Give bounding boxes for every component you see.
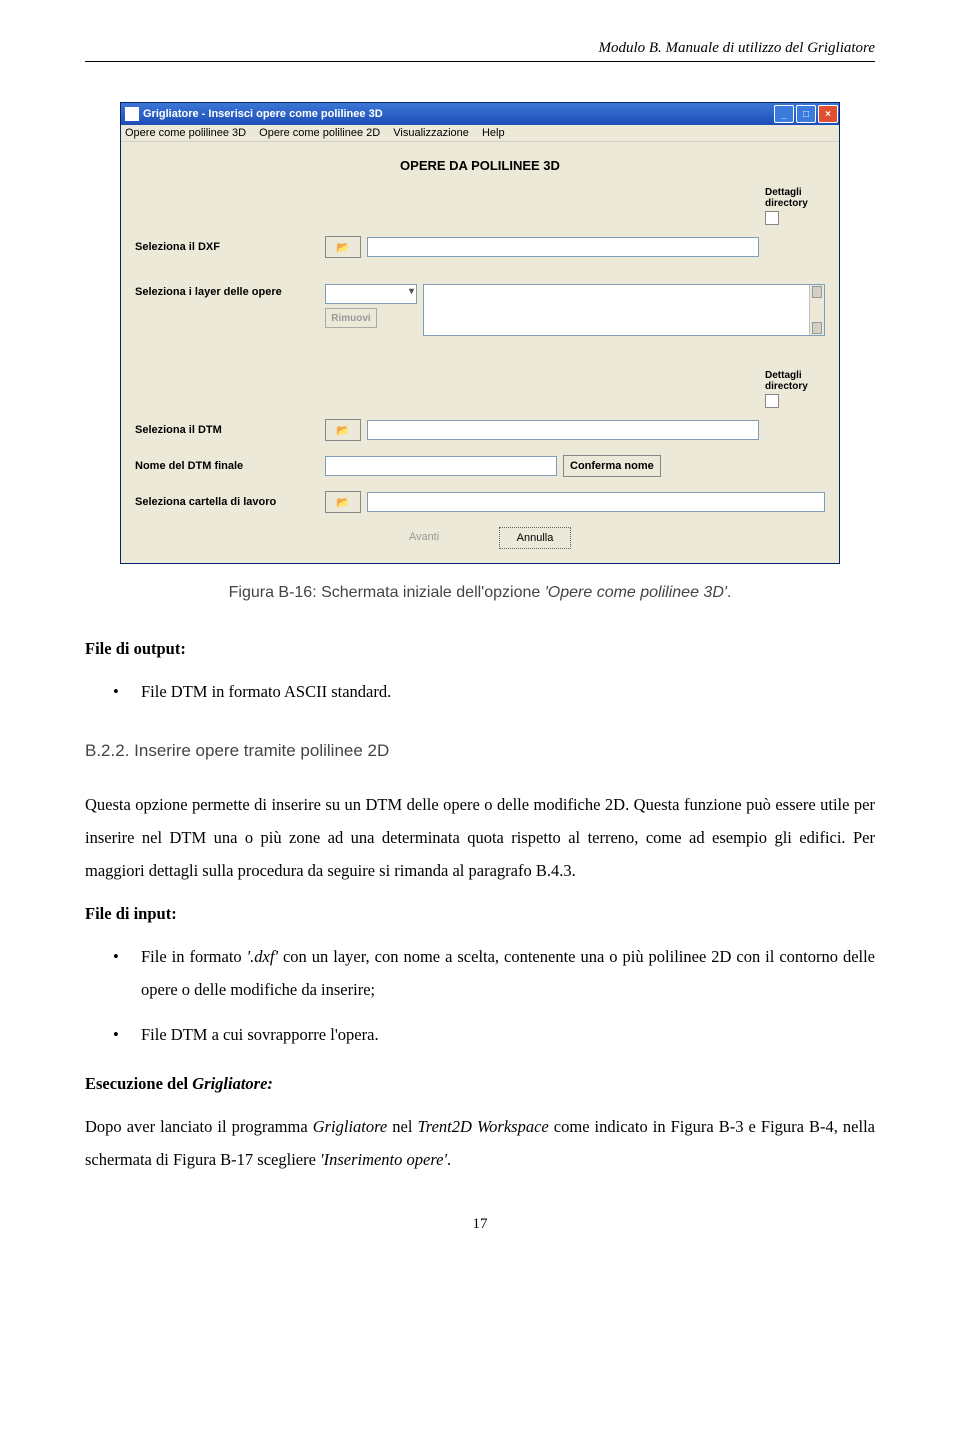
- dtm-path-input[interactable]: [367, 420, 759, 440]
- page-number: 17: [85, 1216, 875, 1233]
- annulla-button[interactable]: Annulla: [499, 527, 571, 549]
- paragraph-2: Dopo aver lanciato il programma Grigliat…: [85, 1110, 875, 1176]
- input-bullet-2: File DTM a cui sovrapporre l'opera.: [85, 1018, 875, 1051]
- avanti-button: Avanti: [389, 527, 459, 547]
- close-button[interactable]: ×: [818, 105, 838, 123]
- figure-caption: Figura B-16: Schermata iniziale dell'opz…: [85, 584, 875, 602]
- dettagli-dir-checkbox-1[interactable]: [765, 211, 779, 225]
- label-nome-dtm: Nome del DTM finale: [135, 460, 325, 472]
- label-seleziona-layer: Seleziona i layer delle opere: [135, 284, 325, 298]
- menubar: Opere come polilinee 3D Opere come polil…: [121, 125, 839, 142]
- dettagli-dir-1: Dettagli directory: [765, 187, 825, 228]
- nome-dtm-input[interactable]: [325, 456, 557, 476]
- app-icon: [125, 107, 139, 121]
- cartella-path-input[interactable]: [367, 492, 825, 512]
- esecuzione-label: Esecuzione del Grigliatore:: [85, 1067, 875, 1100]
- file-input-label: File di input:: [85, 904, 177, 923]
- window-title: Grigliatore - Inserisci opere come polil…: [143, 108, 773, 120]
- layer-select[interactable]: [325, 284, 417, 304]
- maximize-button[interactable]: □: [796, 105, 816, 123]
- dxf-path-input[interactable]: [367, 237, 759, 257]
- rimuovi-button[interactable]: Rimuovi: [325, 308, 377, 328]
- input-bullet-1: File in formato '.dxf' con un layer, con…: [85, 940, 875, 1006]
- output-bullet-1: File DTM in formato ASCII standard.: [85, 675, 875, 708]
- browse-cartella-button[interactable]: 📂: [325, 491, 361, 513]
- conferma-nome-button[interactable]: Conferma nome: [563, 455, 661, 477]
- layer-list[interactable]: [423, 284, 825, 336]
- screenshot-figure: Grigliatore - Inserisci opere come polil…: [120, 102, 840, 564]
- label-seleziona-cartella: Seleziona cartella di lavoro: [135, 496, 325, 508]
- menu-visualizzazione[interactable]: Visualizzazione: [393, 127, 469, 139]
- label-seleziona-dtm: Seleziona il DTM: [135, 424, 325, 436]
- window-titlebar: Grigliatore - Inserisci opere come polil…: [121, 103, 839, 125]
- menu-opere-3d[interactable]: Opere come polilinee 3D: [125, 127, 246, 139]
- file-output-label: File di output:: [85, 639, 186, 658]
- header-rule: [85, 61, 875, 62]
- menu-help[interactable]: Help: [482, 127, 505, 139]
- page-header: Modulo B. Manuale di utilizzo del Grigli…: [85, 40, 875, 57]
- label-seleziona-dxf: Seleziona il DXF: [135, 241, 325, 253]
- dettagli-dir-checkbox-2[interactable]: [765, 394, 779, 408]
- dettagli-dir-2: Dettagli directory: [765, 370, 825, 411]
- form-title: OPERE DA POLILINEE 3D: [135, 158, 825, 173]
- minimize-button[interactable]: _: [774, 105, 794, 123]
- browse-dtm-button[interactable]: 📂: [325, 419, 361, 441]
- section-heading: B.2.2. Inserire opere tramite polilinee …: [85, 734, 875, 768]
- paragraph-1: Questa opzione permette di inserire su u…: [85, 788, 875, 887]
- browse-dxf-button[interactable]: 📂: [325, 236, 361, 258]
- menu-opere-2d[interactable]: Opere come polilinee 2D: [259, 127, 380, 139]
